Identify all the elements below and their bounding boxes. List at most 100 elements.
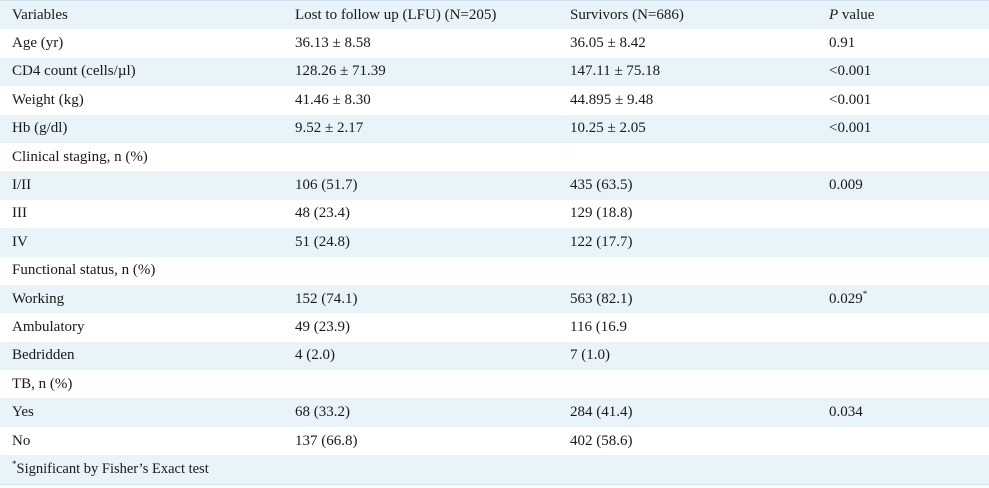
row-label-text: Clinical staging, n (%) <box>12 148 148 165</box>
row-p-value-text: 0.91 <box>829 35 856 52</box>
row-survivors-value-text: 44.895 ± 9.48 <box>570 91 654 108</box>
row-p-value-text: <0.001 <box>829 91 872 108</box>
row-label-text: Bedridden <box>12 347 75 364</box>
row-p-value: 0.009 <box>817 171 989 200</box>
row-label: Yes <box>0 398 283 427</box>
row-lfu-value-text: 48 (23.4) <box>295 205 350 222</box>
row-lfu-value-text: 4 (2.0) <box>295 347 335 364</box>
row-survivors-value-text: 36.05 ± 8.42 <box>570 35 646 52</box>
table-row: Clinical staging, n (%) <box>0 143 989 171</box>
row-p-value <box>817 427 989 455</box>
row-label: IV <box>0 228 283 257</box>
row-p-value-text: 0.009 <box>829 177 863 194</box>
table-row: Functional status, n (%) <box>0 257 989 285</box>
table-row: III 48 (23.4) 129 (18.8) <box>0 200 989 228</box>
row-p-value-text: 0.029 <box>829 290 863 307</box>
row-label-text: I/II <box>12 177 32 194</box>
header-variables: Variables <box>0 0 283 30</box>
table-body: Age (yr) 36.13 ± 8.58 36.05 ± 8.42 0.91 CD4 … <box>0 29 989 455</box>
row-lfu-value-text: 106 (51.7) <box>295 177 358 194</box>
row-survivors-value-text: 116 (16.9 <box>570 318 627 335</box>
row-p-value-text: <0.001 <box>829 120 872 137</box>
row-survivors-value-text: 147.11 ± 75.18 <box>570 63 661 80</box>
row-lfu-value <box>283 370 558 398</box>
row-lfu-value <box>283 257 558 285</box>
row-label: Weight (kg) <box>0 86 283 114</box>
row-survivors-value-text: 129 (18.8) <box>570 205 633 222</box>
table-row: IV 51 (24.8) 122 (17.7) <box>0 228 989 257</box>
row-survivors-value: 122 (17.7) <box>558 228 817 257</box>
row-survivors-value: 10.25 ± 2.05 <box>558 114 817 143</box>
row-survivors-value: 435 (63.5) <box>558 171 817 200</box>
row-lfu-value: 51 (24.8) <box>283 228 558 257</box>
header-survivors: Survivors (N=686) <box>558 0 817 30</box>
row-p-value: 0.029* <box>817 284 989 314</box>
row-p-value: 0.034 <box>817 398 989 427</box>
row-p-value-text: <0.001 <box>829 63 872 80</box>
row-p-value <box>817 200 989 228</box>
footnote-mark: * <box>12 459 17 470</box>
table-row: I/II 106 (51.7) 435 (63.5) 0.009 <box>0 171 989 200</box>
row-label: CD4 count (cells/µl) <box>0 57 283 87</box>
row-lfu-value-text: 152 (74.1) <box>295 290 358 307</box>
row-lfu-value: 36.13 ± 8.58 <box>283 29 558 57</box>
row-p-value: <0.001 <box>817 57 989 87</box>
header-row: Variables Lost to follow up (LFU) (N=205… <box>0 0 989 30</box>
row-lfu-value-text: 137 (66.8) <box>295 432 358 449</box>
table-row: Ambulatory 49 (23.9) 116 (16.9 <box>0 313 989 341</box>
footnote-text: Significant by Fisher’s Exact test <box>16 460 209 477</box>
table-row: Hb (g/dl) 9.52 ± 2.17 10.25 ± 2.05 <0.001 <box>0 114 989 143</box>
row-p-value <box>817 143 989 171</box>
row-lfu-value: 128.26 ± 71.39 <box>283 57 558 87</box>
row-lfu-value: 48 (23.4) <box>283 200 558 228</box>
table-row: No 137 (66.8) 402 (58.6) <box>0 427 989 455</box>
row-survivors-value: 116 (16.9 <box>558 313 817 341</box>
row-lfu-value: 137 (66.8) <box>283 427 558 455</box>
row-lfu-value: 106 (51.7) <box>283 171 558 200</box>
row-label: Hb (g/dl) <box>0 114 283 143</box>
row-p-value <box>817 257 989 285</box>
table-row: CD4 count (cells/µl) 128.26 ± 71.39 147.11… <box>0 57 989 87</box>
header-p-value: P value <box>817 0 989 30</box>
row-lfu-value <box>283 143 558 171</box>
row-survivors-value: 44.895 ± 9.48 <box>558 86 817 114</box>
row-label: Ambulatory <box>0 313 283 341</box>
row-label: No <box>0 427 283 455</box>
row-label: I/II <box>0 171 283 200</box>
row-survivors-value: 284 (41.4) <box>558 398 817 427</box>
significance-mark: * <box>862 288 868 299</box>
row-label-text: TB, n (%) <box>12 375 73 392</box>
row-label-text: Hb (g/dl) <box>12 120 68 137</box>
row-label-text: Age (yr) <box>12 35 64 52</box>
row-p-value: <0.001 <box>817 86 989 114</box>
table-header: Variables Lost to follow up (LFU) (N=205… <box>0 0 989 30</box>
row-p-value <box>817 341 989 371</box>
row-lfu-value-text: 36.13 ± 8.58 <box>295 35 371 52</box>
table-row: TB, n (%) <box>0 370 989 398</box>
row-survivors-value: 129 (18.8) <box>558 200 817 228</box>
row-label-text: No <box>12 432 31 449</box>
row-lfu-value-text: 49 (23.9) <box>295 318 350 335</box>
footnote-row: *Significant by Fisher’s Exact test <box>0 455 989 485</box>
row-label: Age (yr) <box>0 29 283 57</box>
row-lfu-value: 9.52 ± 2.17 <box>283 114 558 143</box>
footnote: *Significant by Fisher’s Exact test <box>0 455 989 485</box>
row-p-value: 0.91 <box>817 29 989 57</box>
row-label-text: IV <box>12 233 28 250</box>
row-p-value-text: 0.034 <box>829 404 863 421</box>
row-lfu-value-text: 51 (24.8) <box>295 233 350 250</box>
row-label-text: Functional status, n (%) <box>12 262 156 279</box>
row-survivors-value-text: 7 (1.0) <box>570 347 610 364</box>
row-lfu-value: 41.46 ± 8.30 <box>283 86 558 114</box>
row-lfu-value: 152 (74.1) <box>283 284 558 314</box>
row-lfu-value: 49 (23.9) <box>283 313 558 341</box>
row-label-text: CD4 count (cells/µl) <box>12 63 136 80</box>
header-lfu: Lost to follow up (LFU) (N=205) <box>283 0 558 30</box>
row-lfu-value-text: 68 (33.2) <box>295 404 350 421</box>
row-survivors-value: 7 (1.0) <box>558 341 817 371</box>
row-lfu-value: 68 (33.2) <box>283 398 558 427</box>
row-label-text: Yes <box>12 404 34 421</box>
table-row: Age (yr) 36.13 ± 8.58 36.05 ± 8.42 0.91 <box>0 29 989 57</box>
row-label-text: Ambulatory <box>12 318 85 335</box>
row-survivors-value: 36.05 ± 8.42 <box>558 29 817 57</box>
